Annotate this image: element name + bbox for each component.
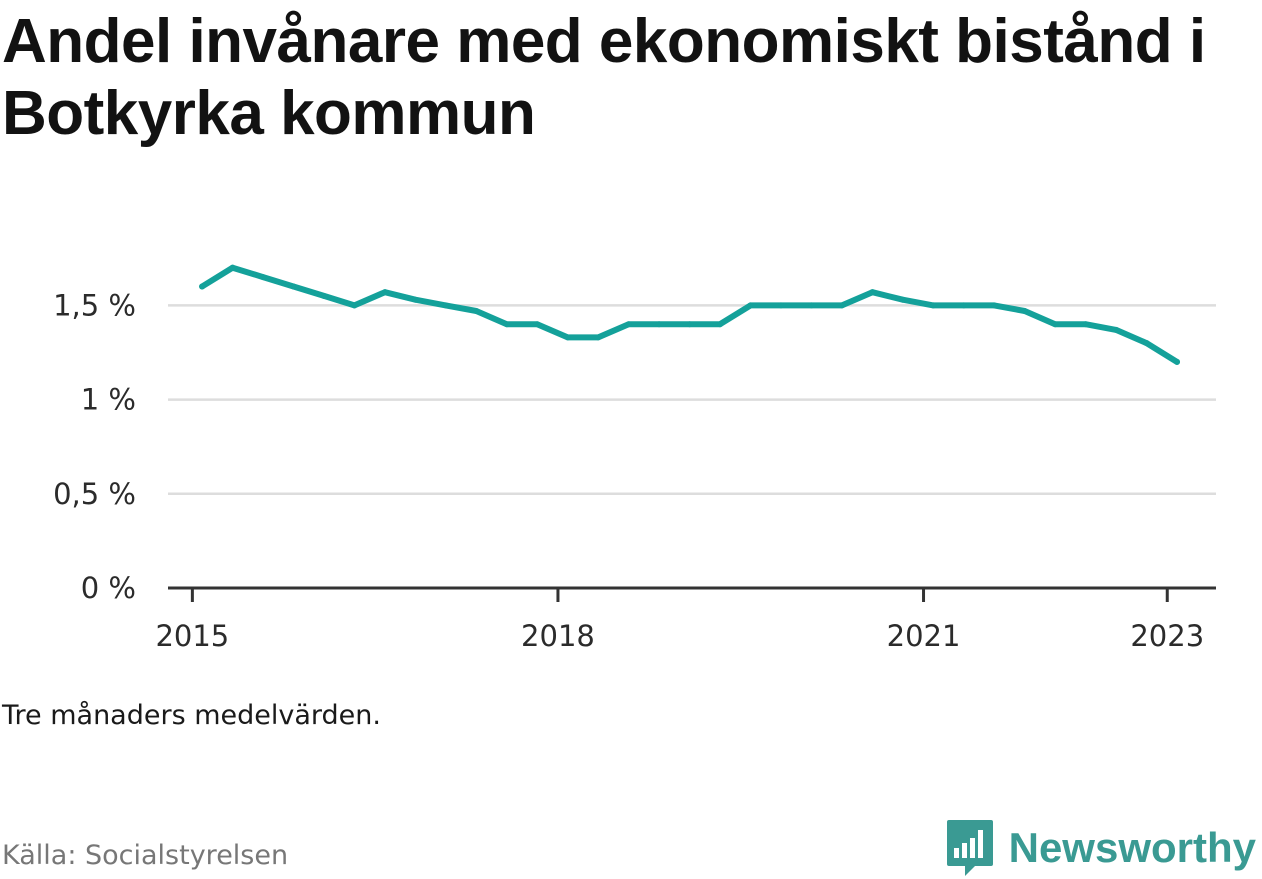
newsworthy-logo[interactable]: Newsworthy [945,818,1256,878]
data-point [625,321,632,328]
y-tick-label: 0,5 % [53,477,136,511]
data-point [381,289,388,296]
newsworthy-logo-icon [946,820,993,876]
y-tick-label: 1,5 % [53,288,136,322]
y-tick-label: 1 % [81,383,136,417]
data-point [503,321,510,328]
data-point [1052,321,1059,328]
x-tick-label: 2021 [887,619,961,653]
data-point [564,334,571,341]
y-axis-ticks: 0 % 0,5 % 1 % 1,5 % [53,288,136,605]
chart-note: Tre månaders medelvärden. [2,700,381,731]
data-point [290,283,297,290]
newsworthy-logo-text: Newsworthy [1008,824,1256,871]
data-point [960,302,967,309]
x-tick-label: 2015 [155,619,229,653]
data-point [351,302,358,309]
x-tick-label: 2023 [1130,619,1204,653]
data-point [1113,326,1120,333]
data-point [320,292,327,299]
data-point [1082,321,1089,328]
series-line [199,264,1180,365]
data-point [869,289,876,296]
series-group [199,264,1181,365]
gridlines [168,304,1216,496]
y-tick-label: 0 % [81,571,136,605]
data-point [1143,340,1150,347]
source-label: Källa: Socialstyrelsen [2,840,289,871]
data-point [1174,358,1181,365]
data-point [808,302,815,309]
data-point [260,274,267,281]
data-point [442,302,449,309]
chart-title: Andel invånare med ekonomiskt bistånd i … [2,7,1206,148]
data-point [534,321,541,328]
data-point [717,321,724,328]
x-axis: 2015 2018 2021 2023 [155,586,1216,653]
data-point [930,302,937,309]
data-point [899,296,906,303]
data-point [229,264,236,271]
line-chart: 0 % 0,5 % 1 % 1,5 % 2015 2018 2021 2023 [53,264,1216,653]
data-point [412,296,419,303]
data-point [747,302,754,309]
x-tick-label: 2018 [521,619,595,653]
data-point [777,302,784,309]
data-point [991,302,998,309]
data-point [686,321,693,328]
data-point [1021,308,1028,315]
data-point [656,321,663,328]
data-point [473,308,480,315]
data-point [838,302,845,309]
data-point [595,334,602,341]
data-point [199,283,206,290]
